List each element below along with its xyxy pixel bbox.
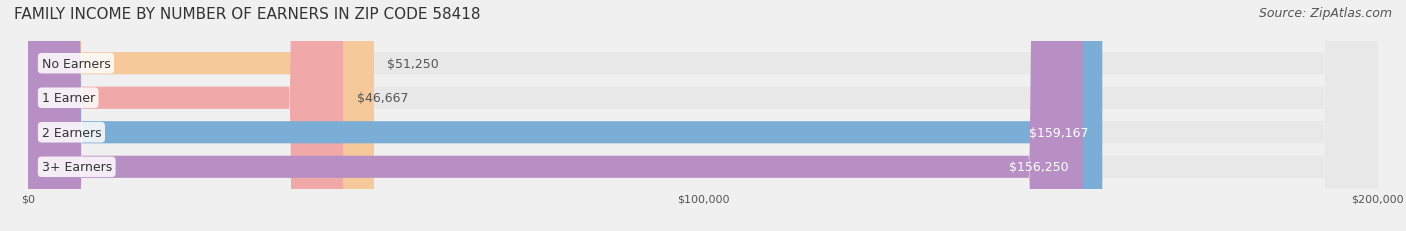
- FancyBboxPatch shape: [28, 0, 1378, 231]
- Text: $159,167: $159,167: [1029, 126, 1088, 139]
- FancyBboxPatch shape: [28, 0, 1378, 231]
- FancyBboxPatch shape: [28, 0, 1378, 231]
- Text: FAMILY INCOME BY NUMBER OF EARNERS IN ZIP CODE 58418: FAMILY INCOME BY NUMBER OF EARNERS IN ZI…: [14, 7, 481, 22]
- Text: Source: ZipAtlas.com: Source: ZipAtlas.com: [1258, 7, 1392, 20]
- Text: No Earners: No Earners: [42, 58, 110, 70]
- Text: $51,250: $51,250: [388, 58, 439, 70]
- FancyBboxPatch shape: [28, 0, 1083, 231]
- FancyBboxPatch shape: [28, 0, 343, 231]
- Text: $156,250: $156,250: [1010, 161, 1069, 173]
- FancyBboxPatch shape: [28, 0, 1378, 231]
- Text: 2 Earners: 2 Earners: [42, 126, 101, 139]
- Text: 3+ Earners: 3+ Earners: [42, 161, 112, 173]
- FancyBboxPatch shape: [28, 0, 1102, 231]
- FancyBboxPatch shape: [28, 0, 374, 231]
- Text: $46,667: $46,667: [357, 92, 408, 105]
- Text: 1 Earner: 1 Earner: [42, 92, 94, 105]
